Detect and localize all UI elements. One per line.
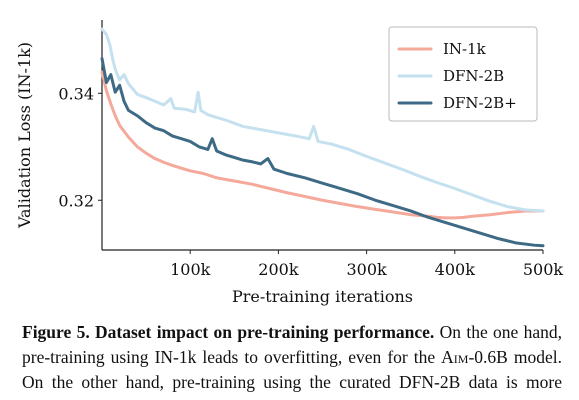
series-layer — [100, 27, 545, 248]
legend: IN-1k DFN-2B DFN-2B+ — [388, 26, 538, 122]
series-line-in-1k — [100, 70, 545, 220]
x-tick-label: 500k — [523, 260, 564, 279]
x-tick-label: 100k — [170, 260, 211, 279]
y-tick-label: 0.32 — [58, 191, 94, 210]
x-axis-label: Pre-training iterations — [232, 287, 413, 306]
legend-label: DFN-2B+ — [443, 94, 517, 112]
series-line-dfn-2b- — [100, 57, 545, 248]
ticks: 100k 200k 300k 400k 500k 0.32 0.34 — [58, 84, 563, 279]
line-chart: 100k 200k 300k 400k 500k 0.32 0.34 Validation … — [15, 20, 563, 306]
x-tick-label: 400k — [435, 260, 476, 279]
caption-title: Figure 5. Dataset impact on pre-training… — [22, 322, 435, 342]
x-tick-label: 300k — [346, 260, 387, 279]
y-axis-label: Validation Loss (IN-1k) — [15, 42, 34, 229]
caption-text-2: -0.6B model. On the other hand, pre-trai… — [22, 347, 562, 392]
x-tick-label: 200k — [258, 260, 299, 279]
series-line-dfn-2b — [100, 27, 545, 213]
caption-model-name: Aim — [441, 347, 469, 367]
caption-text-1: On the one hand, pre-training using IN-1… — [22, 322, 562, 367]
figure-caption: Figure 5. Dataset impact on pre-training… — [22, 320, 562, 400]
legend-label: IN-1k — [443, 40, 487, 58]
y-tick-label: 0.34 — [58, 84, 94, 103]
legend-label: DFN-2B — [443, 67, 504, 85]
figure: 100k 200k 300k 400k 500k 0.32 0.34 Validation … — [15, 20, 563, 306]
caption-text-3: curated DFN-2B data is more stable, and … — [22, 372, 562, 400]
